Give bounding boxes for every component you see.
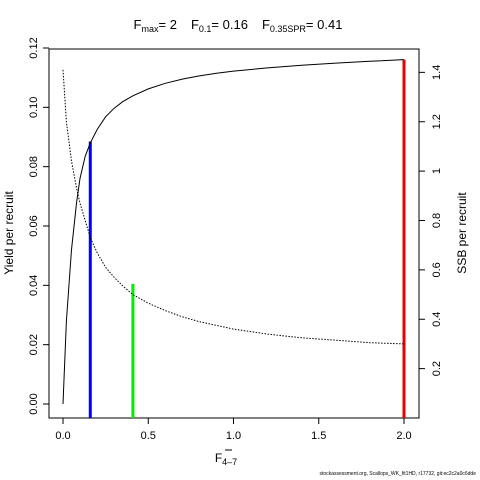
ssb-per-recruit-line: [62, 69, 405, 345]
x-axis-label-sub: 4–7: [222, 457, 237, 467]
y-left-tick-label: 0.12: [28, 37, 40, 58]
y-right-tick-label: 0.8: [431, 213, 443, 228]
x-axis: 0.0 0.5 1.0 1.5 2.0: [55, 418, 412, 442]
y-left-tick-label: 0.00: [28, 393, 40, 414]
title-fmax-eq: = 2: [159, 17, 177, 32]
series-lines: [62, 59, 405, 405]
x-tick-label: 0.5: [141, 430, 156, 442]
y-axis-left: 0.00 0.02 0.04 0.06 0.08 0.10 0.12: [28, 37, 49, 415]
title-fmax-sub: max: [142, 24, 160, 34]
footnote: stockassessment.org, Scallops_WK_fit1HD,…: [320, 471, 477, 477]
chart-title: Fmax= 2 F0.1= 0.16 F0.35SPR= 0.41: [134, 17, 343, 34]
x-axis-label: F4–7: [215, 451, 237, 467]
y-axis-right: 0.2 0.4 0.6 0.8 1 1.2 1.4: [419, 65, 443, 376]
y-right-tick-label: 1.2: [431, 114, 443, 129]
y-left-tick-label: 0.04: [28, 275, 40, 296]
y-left-tick-label: 0.08: [28, 156, 40, 177]
title-f035-eq: = 0.41: [306, 17, 343, 32]
x-tick-label: 1.0: [226, 430, 241, 442]
y-left-tick-label: 0.06: [28, 215, 40, 236]
x-axis-label-main: F: [215, 451, 222, 465]
y-right-tick-label: 1: [431, 168, 443, 174]
y-axis-right-label: SSB per recruit: [455, 192, 469, 274]
x-tick-label: 0.0: [55, 430, 70, 442]
x-tick-label: 1.5: [311, 430, 326, 442]
y-left-tick-label: 0.10: [28, 97, 40, 118]
y-right-tick-label: 1.4: [431, 65, 443, 80]
title-f01-eq: = 0.16: [211, 17, 248, 32]
y-axis-left-label: Yield per recruit: [2, 191, 16, 275]
plot-frame: [48, 48, 420, 419]
y-left-tick-label: 0.02: [28, 334, 40, 355]
y-right-tick-label: 0.6: [431, 262, 443, 277]
title-f01-sub: 0.1: [199, 24, 212, 34]
title-fmax-label: F: [134, 17, 142, 32]
y-right-tick-label: 0.4: [431, 312, 443, 327]
reference-lines: [88, 59, 406, 418]
title-f01-label: F: [191, 17, 199, 32]
title-f035-sub: 0.35SPR: [270, 24, 307, 34]
x-tick-label: 2.0: [396, 430, 411, 442]
yield-per-recruit-line: [62, 59, 405, 405]
title-f035-label: F: [262, 17, 270, 32]
y-right-tick-label: 0.2: [431, 361, 443, 376]
